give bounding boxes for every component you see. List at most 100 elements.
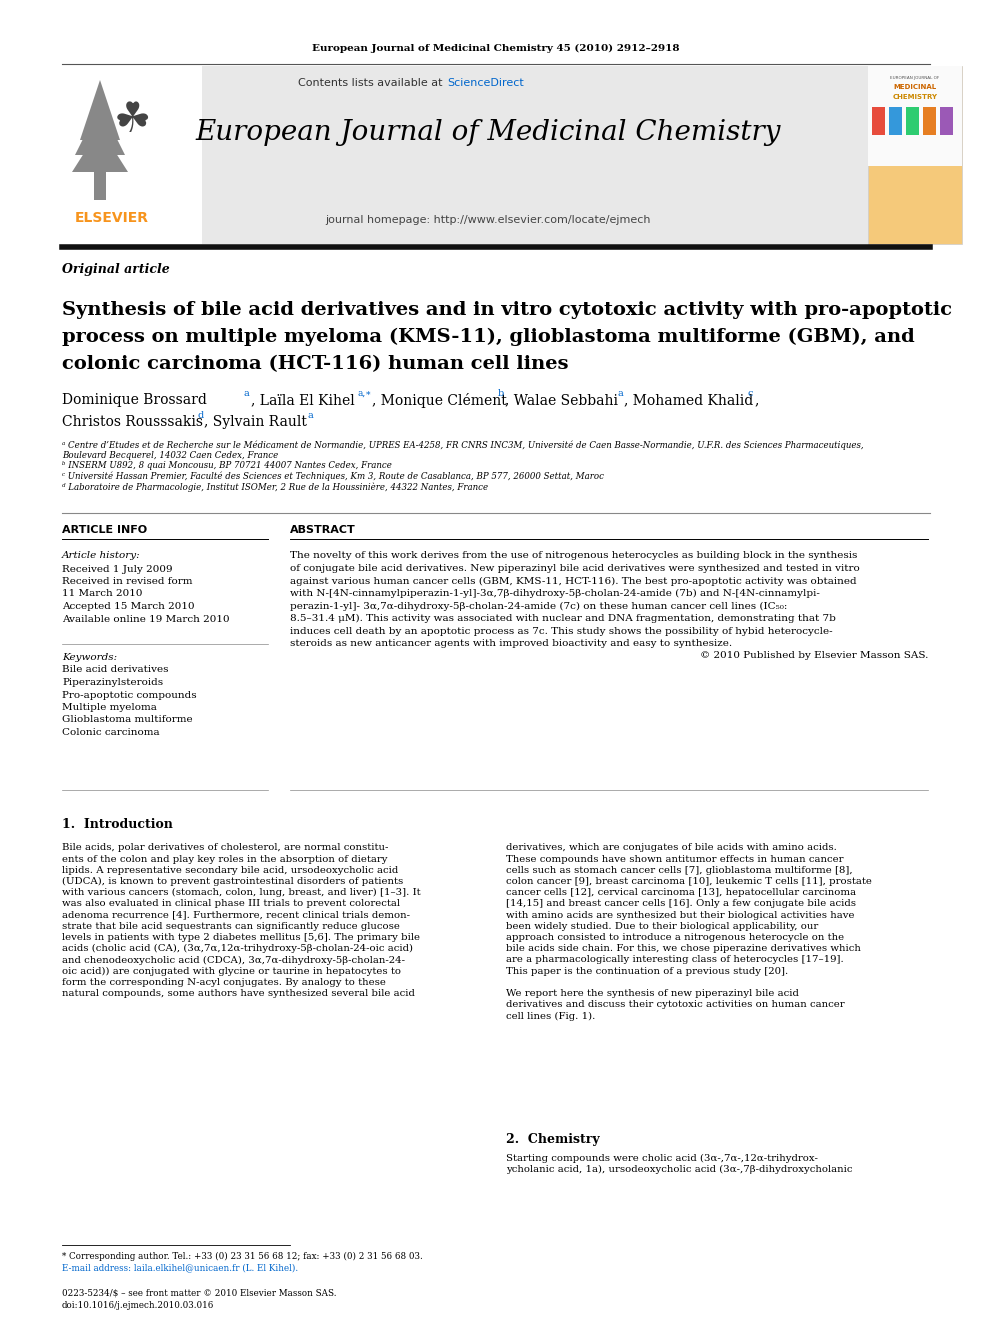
- Text: d: d: [197, 410, 203, 419]
- Text: , Laïla El Kihel: , Laïla El Kihel: [251, 393, 355, 407]
- Text: Received 1 July 2009: Received 1 July 2009: [62, 565, 173, 573]
- Text: colon cancer [9], breast carcinoma [10], leukemic T cells [11], prostate: colon cancer [9], breast carcinoma [10],…: [506, 877, 872, 886]
- Text: of conjugate bile acid derivatives. New piperazinyl bile acid derivatives were s: of conjugate bile acid derivatives. New …: [290, 564, 860, 573]
- Text: Boulevard Becquerel, 14032 Caen Cedex, France: Boulevard Becquerel, 14032 Caen Cedex, F…: [62, 451, 278, 460]
- Text: lipids. A representative secondary bile acid, ursodeoxycholic acid: lipids. A representative secondary bile …: [62, 865, 398, 875]
- Text: cancer cells [12], cervical carcinoma [13], hepatocellular carcinoma: cancer cells [12], cervical carcinoma [1…: [506, 888, 856, 897]
- Text: [14,15] and breast cancer cells [16]. Only a few conjugate bile acids: [14,15] and breast cancer cells [16]. On…: [506, 900, 856, 909]
- Text: Piperazinylsteroids: Piperazinylsteroids: [62, 677, 163, 687]
- Text: and chenodeoxycholic acid (CDCA), 3α,7α-dihydroxy-5β-cholan-24-: and chenodeoxycholic acid (CDCA), 3α,7α-…: [62, 955, 405, 964]
- Text: * Corresponding author. Tel.: +33 (0) 23 31 56 68 12; fax: +33 (0) 2 31 56 68 03: * Corresponding author. Tel.: +33 (0) 23…: [62, 1252, 423, 1261]
- Text: perazin-1-yl]- 3α,7α-dihydroxy-5β-cholan-24-amide (7c) on these human cancer cel: perazin-1-yl]- 3α,7α-dihydroxy-5β-cholan…: [290, 602, 788, 610]
- Text: 0223-5234/$ – see front matter © 2010 Elsevier Masson SAS.: 0223-5234/$ – see front matter © 2010 El…: [62, 1289, 336, 1298]
- Text: , Sylvain Rault: , Sylvain Rault: [204, 415, 307, 429]
- Text: a,∗: a,∗: [358, 389, 372, 397]
- Text: with N-[4N-cinnamylpiperazin-1-yl]-3α,7β-dihydroxy-5β-cholan-24-amide (7b) and N: with N-[4N-cinnamylpiperazin-1-yl]-3α,7β…: [290, 589, 819, 598]
- Text: Keywords:: Keywords:: [62, 652, 117, 662]
- Text: Dominique Brossard: Dominique Brossard: [62, 393, 207, 407]
- Text: 11 March 2010: 11 March 2010: [62, 590, 143, 598]
- Text: Received in revised form: Received in revised form: [62, 577, 192, 586]
- Text: induces cell death by an apoptotic process as 7c. This study shows the possibili: induces cell death by an apoptotic proce…: [290, 627, 832, 635]
- FancyBboxPatch shape: [923, 107, 936, 135]
- Text: bile acids side chain. For this, we chose piperazine derivatives which: bile acids side chain. For this, we chos…: [506, 945, 861, 954]
- Polygon shape: [80, 79, 120, 140]
- Text: against various human cancer cells (GBM, KMS-11, HCT-116). The best pro-apoptoti: against various human cancer cells (GBM,…: [290, 577, 857, 586]
- Text: Bile acid derivatives: Bile acid derivatives: [62, 665, 169, 675]
- Text: derivatives and discuss their cytotoxic activities on human cancer: derivatives and discuss their cytotoxic …: [506, 1000, 844, 1009]
- Text: ELSEVIER: ELSEVIER: [75, 210, 149, 225]
- Text: ᵃ Centre d’Etudes et de Recherche sur le Médicament de Normandie, UPRES EA-4258,: ᵃ Centre d’Etudes et de Recherche sur le…: [62, 441, 864, 450]
- Text: cell lines (Fig. 1).: cell lines (Fig. 1).: [506, 1012, 595, 1020]
- Text: These compounds have shown antitumor effects in human cancer: These compounds have shown antitumor eff…: [506, 855, 843, 864]
- Text: ᶜ Université Hassan Premier, Faculté des Sciences et Techniques, Km 3, Route de : ᶜ Université Hassan Premier, Faculté des…: [62, 472, 604, 482]
- Text: been widely studied. Due to their biological applicability, our: been widely studied. Due to their biolog…: [506, 922, 818, 931]
- Text: process on multiple myeloma (KMS-11), glioblastoma multiforme (GBM), and: process on multiple myeloma (KMS-11), gl…: [62, 328, 915, 347]
- Text: ycholanic acid, 1a), ursodeoxycholic acid (3α-,7β-dihydroxycholanic: ycholanic acid, 1a), ursodeoxycholic aci…: [506, 1164, 852, 1174]
- FancyBboxPatch shape: [62, 66, 202, 243]
- Text: levels in patients with type 2 diabetes mellitus [5,6]. The primary bile: levels in patients with type 2 diabetes …: [62, 933, 420, 942]
- Text: strate that bile acid sequestrants can significantly reduce glucose: strate that bile acid sequestrants can s…: [62, 922, 400, 931]
- Text: with various cancers (stomach, colon, lung, breast, and liver) [1–3]. It: with various cancers (stomach, colon, lu…: [62, 888, 421, 897]
- Text: European Journal of Medicinal Chemistry: European Journal of Medicinal Chemistry: [195, 119, 781, 147]
- Text: adenoma recurrence [4]. Furthermore, recent clinical trials demon-: adenoma recurrence [4]. Furthermore, rec…: [62, 910, 410, 919]
- FancyBboxPatch shape: [906, 107, 919, 135]
- Text: EUROPEAN JOURNAL OF: EUROPEAN JOURNAL OF: [891, 75, 939, 79]
- Text: We report here the synthesis of new piperazinyl bile acid: We report here the synthesis of new pipe…: [506, 990, 799, 998]
- Text: CHEMISTRY: CHEMISTRY: [893, 94, 937, 101]
- Text: 2.  Chemistry: 2. Chemistry: [506, 1134, 599, 1147]
- Text: cells such as stomach cancer cells [7], glioblastoma multiforme [8],: cells such as stomach cancer cells [7], …: [506, 865, 853, 875]
- Text: Starting compounds were cholic acid (3α-,7α-,12α-trihydrox-: Starting compounds were cholic acid (3α-…: [506, 1154, 817, 1163]
- Text: ,: ,: [754, 393, 758, 407]
- Text: ☘: ☘: [113, 99, 151, 142]
- Text: ARTICLE INFO: ARTICLE INFO: [62, 525, 147, 534]
- Text: with amino acids are synthesized but their biological activities have: with amino acids are synthesized but the…: [506, 910, 854, 919]
- FancyBboxPatch shape: [62, 66, 930, 243]
- Text: form the corresponding N-acyl conjugates. By analogy to these: form the corresponding N-acyl conjugates…: [62, 978, 386, 987]
- Text: , Monique Clément: , Monique Clément: [372, 393, 507, 407]
- Text: oic acid)) are conjugated with glycine or taurine in hepatocytes to: oic acid)) are conjugated with glycine o…: [62, 967, 401, 976]
- Text: a: a: [244, 389, 250, 397]
- Text: c: c: [748, 389, 754, 397]
- Text: , Walae Sebbahi: , Walae Sebbahi: [505, 393, 618, 407]
- Text: Pro-apoptotic compounds: Pro-apoptotic compounds: [62, 691, 196, 700]
- Text: was also evaluated in clinical phase III trials to prevent colorectal: was also evaluated in clinical phase III…: [62, 900, 400, 909]
- Text: acids (cholic acid (CA), (3α,7α,12α-trihydroxy-5β-cholan-24-oic acid): acids (cholic acid (CA), (3α,7α,12α-trih…: [62, 945, 413, 954]
- Text: natural compounds, some authors have synthesized several bile acid: natural compounds, some authors have syn…: [62, 990, 415, 998]
- Text: Contents lists available at: Contents lists available at: [298, 78, 446, 89]
- Text: 1.  Introduction: 1. Introduction: [62, 819, 173, 831]
- Text: (UDCA), is known to prevent gastrointestinal disorders of patients: (UDCA), is known to prevent gastrointest…: [62, 877, 404, 886]
- Text: Colonic carcinoma: Colonic carcinoma: [62, 728, 160, 737]
- Text: Accepted 15 March 2010: Accepted 15 March 2010: [62, 602, 194, 611]
- Text: ABSTRACT: ABSTRACT: [290, 525, 356, 534]
- Text: b: b: [498, 389, 504, 397]
- Text: MEDICINAL: MEDICINAL: [894, 83, 936, 90]
- Text: ᵈ Laboratoire de Pharmacologie, Institut ISOMer, 2 Rue de la Houssinière, 44322 : ᵈ Laboratoire de Pharmacologie, Institut…: [62, 483, 488, 492]
- Text: steroids as new anticancer agents with improved bioactivity and easy to synthesi: steroids as new anticancer agents with i…: [290, 639, 732, 648]
- Polygon shape: [75, 105, 125, 155]
- Text: colonic carcinoma (HCT-116) human cell lines: colonic carcinoma (HCT-116) human cell l…: [62, 355, 568, 373]
- FancyBboxPatch shape: [868, 66, 962, 165]
- Text: The novelty of this work derives from the use of nitrogenous heterocycles as bui: The novelty of this work derives from th…: [290, 552, 857, 561]
- Text: ents of the colon and play key roles in the absorption of dietary: ents of the colon and play key roles in …: [62, 855, 388, 864]
- Text: ScienceDirect: ScienceDirect: [447, 78, 524, 89]
- Text: Original article: Original article: [62, 263, 170, 277]
- Polygon shape: [94, 172, 106, 200]
- Text: doi:10.1016/j.ejmech.2010.03.016: doi:10.1016/j.ejmech.2010.03.016: [62, 1301, 214, 1310]
- Text: are a pharmacologically interesting class of heterocycles [17–19].: are a pharmacologically interesting clas…: [506, 955, 844, 964]
- FancyBboxPatch shape: [872, 107, 885, 135]
- Text: This paper is the continuation of a previous study [20].: This paper is the continuation of a prev…: [506, 967, 789, 975]
- Text: 8.5–31.4 μM). This activity was associated with nuclear and DNA fragmentation, d: 8.5–31.4 μM). This activity was associat…: [290, 614, 836, 623]
- Text: journal homepage: http://www.elsevier.com/locate/ejmech: journal homepage: http://www.elsevier.co…: [325, 216, 651, 225]
- Text: Glioblastoma multiforme: Glioblastoma multiforme: [62, 716, 192, 725]
- FancyBboxPatch shape: [889, 107, 902, 135]
- Text: , Mohamed Khalid: , Mohamed Khalid: [624, 393, 753, 407]
- Text: Synthesis of bile acid derivatives and in vitro cytotoxic activity with pro-apop: Synthesis of bile acid derivatives and i…: [62, 302, 952, 319]
- Text: Article history:: Article history:: [62, 552, 141, 561]
- Text: Bile acids, polar derivatives of cholesterol, are normal constitu-: Bile acids, polar derivatives of cholest…: [62, 844, 389, 852]
- FancyBboxPatch shape: [868, 66, 962, 243]
- Polygon shape: [72, 128, 128, 172]
- Text: a: a: [307, 410, 312, 419]
- Text: Available online 19 March 2010: Available online 19 March 2010: [62, 614, 229, 623]
- FancyBboxPatch shape: [940, 107, 953, 135]
- Text: derivatives, which are conjugates of bile acids with amino acids.: derivatives, which are conjugates of bil…: [506, 844, 837, 852]
